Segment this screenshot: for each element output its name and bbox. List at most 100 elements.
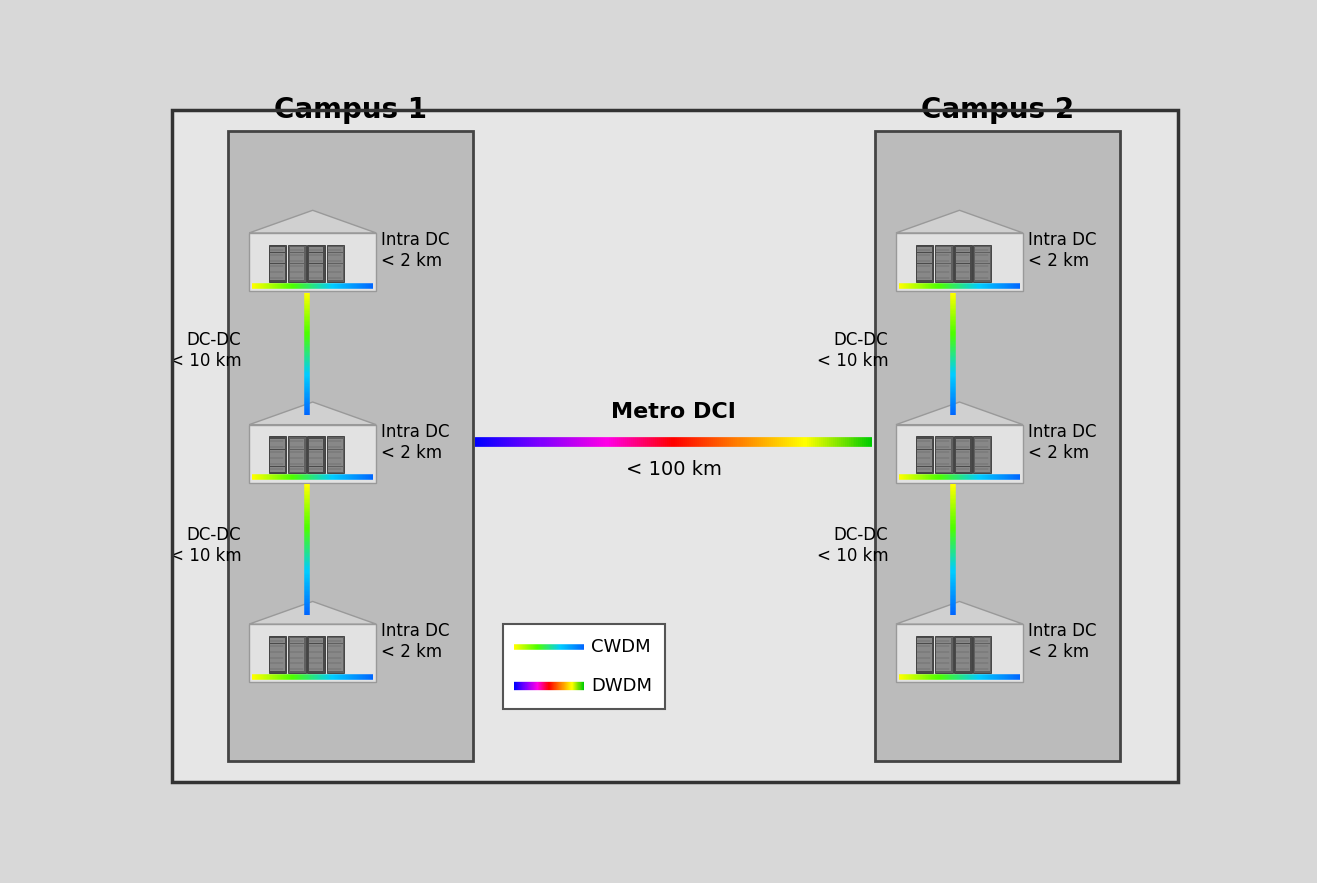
Bar [954,245,972,282]
Bar [936,258,951,263]
Bar [975,439,989,444]
Bar [956,258,971,263]
Bar [328,264,342,269]
Bar [975,461,989,466]
Bar [975,269,989,275]
Bar [956,247,971,253]
Bar [896,233,1023,291]
Bar [249,425,377,483]
Bar [915,436,934,473]
Bar [307,436,325,473]
Bar [975,466,989,472]
Bar [956,461,971,466]
Bar [290,247,304,253]
Text: Intra DC
< 2 km: Intra DC < 2 km [381,423,449,462]
Bar [270,258,284,263]
Bar [328,644,342,649]
Bar [308,461,324,466]
Bar [328,649,342,654]
Bar [874,132,1119,761]
Bar [290,456,304,461]
Bar [956,660,971,666]
Bar [503,624,665,709]
Bar [975,275,989,280]
Text: Campus 1: Campus 1 [274,96,427,124]
Bar [328,456,342,461]
Bar [956,456,971,461]
Bar [308,439,324,444]
Bar [956,264,971,269]
Polygon shape [249,601,377,624]
Bar [327,436,344,473]
Bar [936,264,951,269]
Bar [917,258,931,263]
Bar [328,275,342,280]
Bar [328,638,342,644]
Bar [288,436,306,473]
Bar [270,275,284,280]
Text: Intra DC
< 2 km: Intra DC < 2 km [381,623,449,661]
Bar [973,245,992,282]
Bar [270,461,284,466]
Bar [308,247,324,253]
Bar [308,456,324,461]
Bar [975,666,989,671]
Text: DC-DC
< 10 km: DC-DC < 10 km [170,526,241,565]
Polygon shape [896,210,1023,233]
Bar [270,264,284,269]
Bar [308,258,324,263]
Bar [917,253,931,258]
Bar [936,253,951,258]
Bar [917,644,931,649]
Bar [328,461,342,466]
Bar [936,275,951,280]
Bar [956,269,971,275]
Bar [975,258,989,263]
Bar [290,655,304,660]
Polygon shape [896,402,1023,425]
Bar [269,245,287,282]
Bar [936,638,951,644]
Bar [328,655,342,660]
Bar [270,439,284,444]
Bar [896,624,1023,683]
Bar [917,466,931,472]
Bar [290,466,304,472]
Polygon shape [249,402,377,425]
Bar [935,436,952,473]
Bar [975,247,989,253]
Bar [917,456,931,461]
Bar [270,660,284,666]
Bar [956,439,971,444]
Bar [270,638,284,644]
Polygon shape [896,601,1023,624]
Text: Intra DC
< 2 km: Intra DC < 2 km [1027,231,1096,270]
Bar [270,466,284,472]
Bar [290,638,304,644]
Bar [328,660,342,666]
Bar [290,444,304,449]
Text: DC-DC
< 10 km: DC-DC < 10 km [817,331,888,370]
Bar [270,456,284,461]
Bar [973,436,992,473]
Bar [917,649,931,654]
Bar [328,439,342,444]
Bar [328,269,342,275]
Bar [270,655,284,660]
Bar [917,444,931,449]
Bar [308,466,324,472]
Bar [975,444,989,449]
Bar [249,233,377,291]
Bar [290,275,304,280]
Bar [956,649,971,654]
Bar [954,636,972,673]
Bar [975,649,989,654]
Bar [308,649,324,654]
Bar [328,258,342,263]
Bar [973,636,992,673]
Bar [308,666,324,671]
Bar [327,636,344,673]
Bar [956,655,971,660]
Bar [290,649,304,654]
Bar [249,624,377,683]
